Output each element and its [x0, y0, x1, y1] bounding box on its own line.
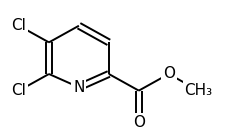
Text: Cl: Cl	[11, 83, 26, 98]
Text: N: N	[73, 80, 84, 95]
Text: O: O	[132, 115, 144, 130]
Text: Cl: Cl	[11, 18, 26, 33]
Text: O: O	[162, 67, 174, 82]
Text: CH₃: CH₃	[184, 83, 212, 98]
